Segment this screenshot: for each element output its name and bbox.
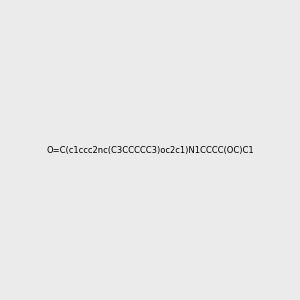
Text: O=C(c1ccc2nc(C3CCCCC3)oc2c1)N1CCCC(OC)C1: O=C(c1ccc2nc(C3CCCCC3)oc2c1)N1CCCC(OC)C1 [46,146,254,154]
